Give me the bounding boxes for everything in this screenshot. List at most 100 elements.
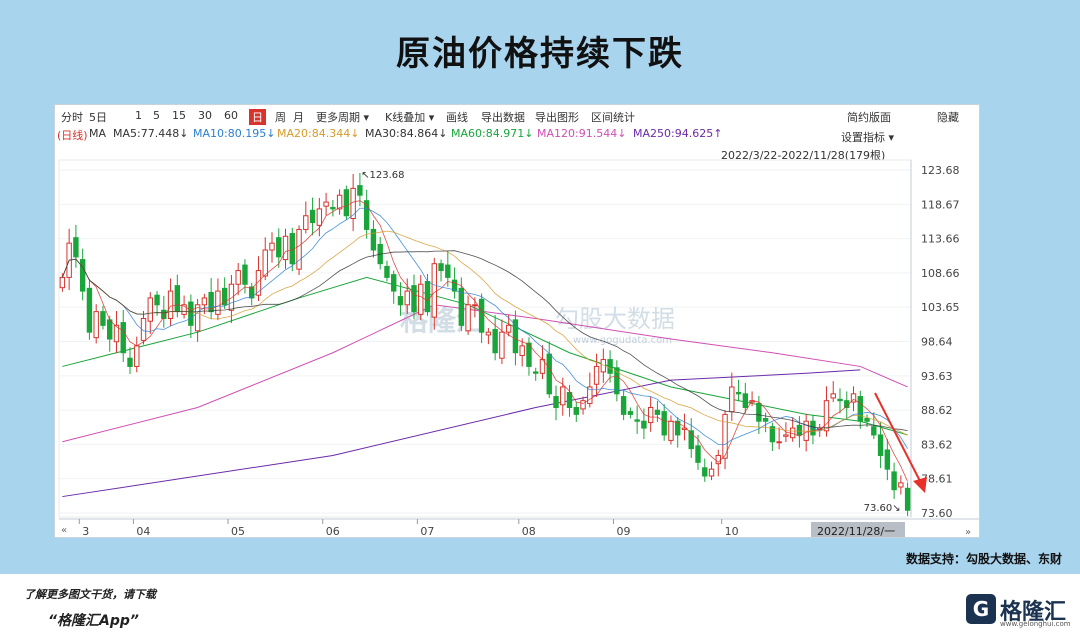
candle-body-39 <box>323 201 329 207</box>
candle-body-101 <box>742 393 749 409</box>
candle-body-81 <box>607 359 613 374</box>
chart-panel: 分时 5日 1 5 15 30 60 日周月更多周期 ▾ K线叠加 ▾ 画线 导出数据 导出图形 区间统… <box>54 104 980 538</box>
candle-body-18 <box>181 304 187 315</box>
candle-body-123 <box>891 471 897 491</box>
ma-legend-item-5: MA30:84.864↓ <box>365 127 448 140</box>
candle-body-36 <box>303 215 309 230</box>
candle-body-10 <box>127 357 133 367</box>
candle-body-48 <box>384 265 390 278</box>
candle-body-65 <box>499 331 505 359</box>
candle-body-60 <box>465 304 471 332</box>
candle-body-120 <box>871 426 877 436</box>
toolbar-item-3[interactable]: 5 <box>153 109 160 122</box>
candle-body-122 <box>884 449 891 470</box>
candle-body-106 <box>776 441 782 444</box>
candle-body-85 <box>634 419 640 422</box>
data-source-text: 数据支持：勾股大数据、东财 <box>905 552 1062 566</box>
candle-body-45 <box>363 200 370 230</box>
toolbar-item-5[interactable]: 30 <box>198 109 212 122</box>
toolbar-item-12[interactable]: 画线 <box>446 111 468 124</box>
x-tick-label-1: 04 <box>136 525 150 537</box>
toolbar-item-14[interactable]: 导出图形 <box>535 111 579 124</box>
candle-body-105 <box>769 426 776 443</box>
candle-body-63 <box>485 331 492 336</box>
toolbar-item-10[interactable]: 更多周期 ▾ <box>316 111 370 124</box>
candle-body-119 <box>864 417 870 422</box>
candle-body-32 <box>276 237 282 258</box>
indicator-setting-button[interactable]: 设置指标 ▾ <box>841 131 895 144</box>
candle-body-69 <box>526 342 532 367</box>
ma-line-MA10 <box>62 207 908 449</box>
candle-body-25 <box>228 283 235 311</box>
candle-body-78 <box>587 386 593 404</box>
page-title: 原油价格持续下跌 <box>396 34 684 74</box>
candle-body-6 <box>100 311 106 326</box>
candle-body-124 <box>898 482 904 488</box>
y-tick-label-7: 88.62 <box>921 404 953 417</box>
candle-body-86 <box>641 420 647 429</box>
candle-body-50 <box>397 296 404 306</box>
candle-body-52 <box>411 285 417 313</box>
toolbar-item-8[interactable]: 周 <box>275 111 286 124</box>
candle-body-96 <box>708 468 715 477</box>
toolbar-item-1[interactable]: 5日 <box>89 111 107 124</box>
toolbar-item-4[interactable]: 15 <box>172 109 186 122</box>
y-tick-label-6: 93.63 <box>921 370 953 383</box>
candle-body-70 <box>533 371 539 374</box>
trend-arrow-line <box>874 392 922 484</box>
logo-sub: www.gelonghui.com <box>1000 620 1071 628</box>
toolbar-right-item-0[interactable]: 简约版面 <box>847 111 891 124</box>
candle-body-107 <box>783 434 789 437</box>
candle-body-90 <box>668 420 674 441</box>
candlestick-chart: 123.68 118.67 113.66 108.66 103.65 98.64 93.63… <box>58 159 979 537</box>
toolbar-item-6[interactable]: 60 <box>224 109 238 122</box>
toolbar-item-2[interactable]: 1 <box>135 109 142 122</box>
candle-body-26 <box>235 270 241 285</box>
candle-body-16 <box>167 290 174 319</box>
candle-body-55 <box>431 263 437 318</box>
candle-body-83 <box>620 396 627 415</box>
candle-body-103 <box>756 402 762 422</box>
candle-body-117 <box>850 393 857 403</box>
footer-line-1: 了解更多图文干货，请下载 <box>24 588 156 601</box>
candle-body-7 <box>107 319 113 340</box>
candle-body-125 <box>904 487 911 511</box>
candle-body-53 <box>418 283 424 315</box>
footer-line-2: “格隆汇App” <box>48 613 139 629</box>
toolbar-right-item-1[interactable]: 隐藏 <box>937 111 959 124</box>
toolbar-item-0[interactable]: 分时 <box>61 111 83 124</box>
y-tick-label-3: 108.66 <box>921 267 960 280</box>
candle-body-11 <box>134 345 140 367</box>
candle-body-2 <box>73 237 79 258</box>
toolbar-item-7[interactable]: 日 <box>249 109 266 125</box>
ma-legend-item-3: MA10:80.195↓ <box>193 127 276 140</box>
candle-body-44 <box>357 185 363 196</box>
candle-body-29 <box>255 270 262 296</box>
y-tick-label-9: 78.61 <box>921 473 953 486</box>
watermark-url: www.gogudata.com <box>573 335 672 346</box>
candle-body-51 <box>404 290 410 306</box>
toolbar-item-11[interactable]: K线叠加 ▾ <box>385 111 435 124</box>
candle-body-9 <box>120 322 126 354</box>
x-tick-label-3: 06 <box>326 525 340 537</box>
candle-body-84 <box>627 411 634 415</box>
candle-body-66 <box>505 324 512 333</box>
candle-body-94 <box>695 445 701 463</box>
x-tick-label-2: 05 <box>231 525 245 537</box>
candle-body-98 <box>722 413 728 459</box>
ma-legend-item-4: MA20:84.344↓ <box>277 127 360 140</box>
max-annotation: ↖123.68 <box>361 170 404 181</box>
candle-body-12 <box>140 317 147 341</box>
ma-legend-item-1: MA <box>89 127 107 140</box>
plot-area <box>58 159 912 518</box>
y-tick-label-0: 123.68 <box>921 164 960 177</box>
toolbar-item-13[interactable]: 导出数据 <box>481 111 525 124</box>
toolbar-item-15[interactable]: 区间统计 <box>591 111 635 124</box>
toolbar-item-9[interactable]: 月 <box>293 111 304 124</box>
y-tick-label-8: 83.62 <box>921 438 953 451</box>
candle-body-3 <box>79 259 86 292</box>
ma-legend-item-7: MA120:91.544↓ <box>537 127 627 140</box>
candle-body-118 <box>857 396 863 422</box>
candle-body-91 <box>675 420 681 436</box>
trend-arrow-head <box>913 477 927 493</box>
